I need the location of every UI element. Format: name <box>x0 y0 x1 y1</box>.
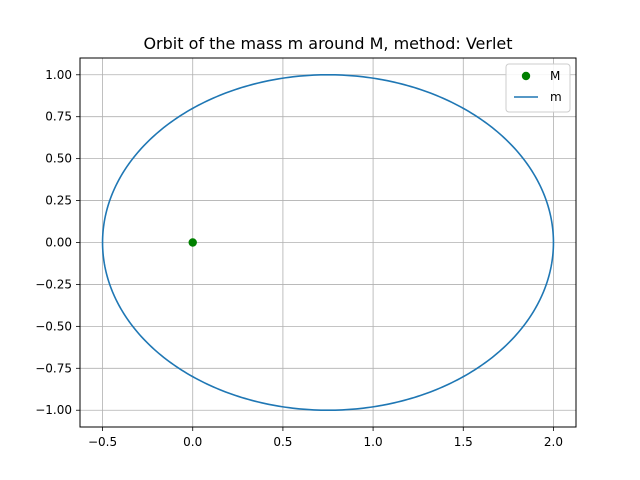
legend: Mm <box>505 63 571 113</box>
y-tick-label: 0.00 <box>45 236 72 250</box>
y-tick-label: 0.25 <box>45 194 72 208</box>
series-point-M <box>188 238 197 247</box>
x-tick-label: 2.0 <box>544 435 563 449</box>
legend-box <box>505 63 571 113</box>
y-tick-label: 0.75 <box>45 110 72 124</box>
x-tick-label: 0.0 <box>183 435 202 449</box>
y-tick-label: −0.50 <box>35 319 72 333</box>
legend-marker-M <box>521 71 531 81</box>
x-tick-label: 0.5 <box>273 435 292 449</box>
y-tick-label: 1.00 <box>45 68 72 82</box>
x-tick-label: 1.0 <box>364 435 383 449</box>
x-tick-label: −0.5 <box>88 435 117 449</box>
series-line-m <box>101 73 555 412</box>
y-tick-label: −0.75 <box>35 361 72 375</box>
legend-label: m <box>550 90 562 104</box>
y-tick-label: 0.50 <box>45 152 72 166</box>
chart-title: Orbit of the mass m around M, method: Ve… <box>143 34 512 53</box>
y-tick-label: −1.00 <box>35 403 72 417</box>
plot-area: −0.5 0.0 0.5 1.0 1.5 2.0 −1.00 −0.75 −0.50 −0.25 0… <box>35 57 577 449</box>
legend-label: M <box>550 69 560 83</box>
x-tick-label: 1.5 <box>454 435 473 449</box>
y-tick-label: −0.25 <box>35 277 72 291</box>
